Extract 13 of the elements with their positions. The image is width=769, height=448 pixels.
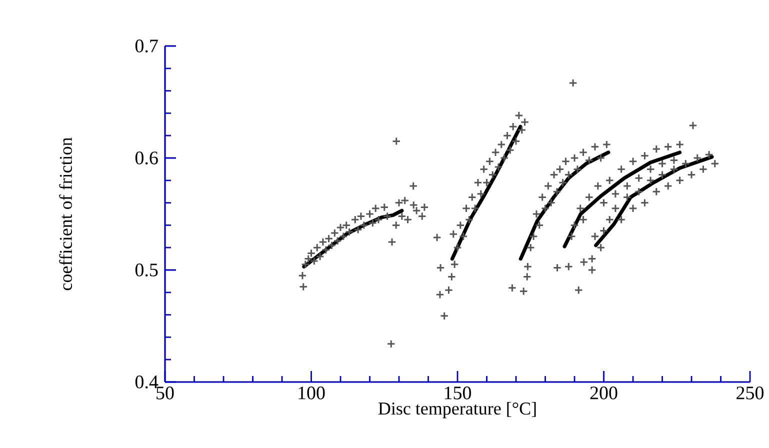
y-axis-title: coefficient of friction <box>59 137 72 290</box>
x-tick-label: 150 <box>444 386 472 400</box>
y-tick-label: 0.7 <box>135 40 158 52</box>
y-tick-label: 0.4 <box>135 376 158 388</box>
x-axis-title: Disc temperature [°C] <box>378 402 536 418</box>
x-tick-label: 100 <box>298 386 325 400</box>
line-series <box>594 155 714 248</box>
x-tick-label: 250 <box>736 386 764 400</box>
x-tick-label: 200 <box>590 386 618 400</box>
y-tick-label: 0.5 <box>135 264 158 276</box>
x-tick-label: 50 <box>156 386 174 400</box>
line-series <box>562 150 682 248</box>
y-tick-label: 0.6 <box>135 152 158 164</box>
